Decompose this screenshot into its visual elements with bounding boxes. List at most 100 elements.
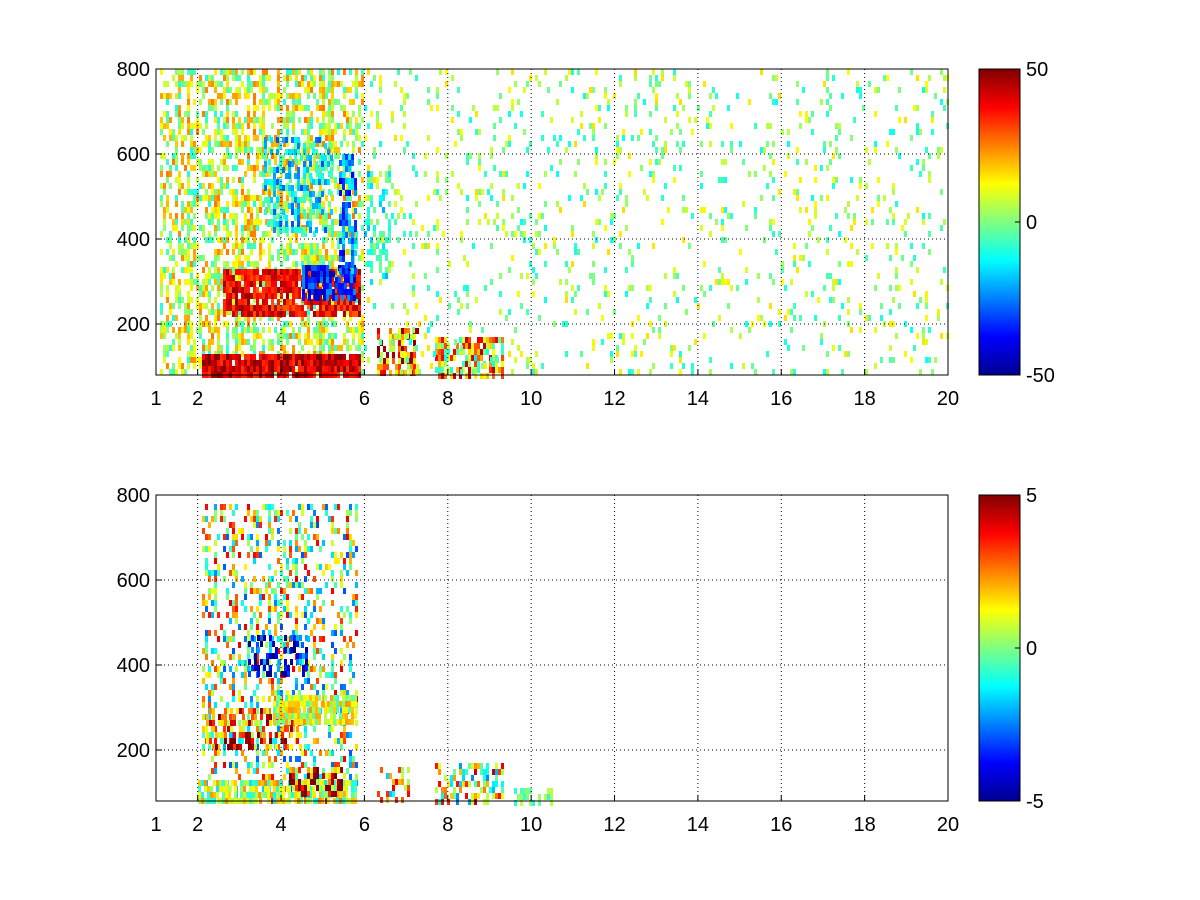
heatmap-cell <box>300 227 303 233</box>
heatmap-cell <box>805 207 808 213</box>
heatmap-cell <box>250 762 253 768</box>
heatmap-cell <box>373 231 376 237</box>
heatmap-cell <box>211 588 214 594</box>
heatmap-cell <box>181 369 184 375</box>
heatmap-cell <box>241 237 244 243</box>
heatmap-cell <box>262 135 265 141</box>
heatmap-cell <box>382 231 385 237</box>
heatmap-cell <box>232 510 235 516</box>
heatmap-cell <box>406 333 409 339</box>
heatmap-cell <box>294 197 297 203</box>
heatmap-cell <box>277 744 280 750</box>
heatmap-cell <box>305 277 308 283</box>
heatmap-cell <box>283 552 286 558</box>
heatmap-cell <box>433 351 436 357</box>
heatmap-cell <box>544 243 547 249</box>
heatmap-cell <box>353 277 356 283</box>
heatmap-cell <box>233 714 236 720</box>
heatmap-cell <box>271 93 274 99</box>
heatmap-cell <box>502 147 505 153</box>
heatmap-cell <box>238 333 241 339</box>
heatmap-cell <box>166 141 169 147</box>
heatmap-cell <box>495 337 498 343</box>
heatmap-cell <box>214 738 217 744</box>
heatmap-cell <box>361 225 364 231</box>
heatmap-cell <box>169 279 172 285</box>
heatmap-cell <box>303 143 306 149</box>
heatmap-cell <box>226 309 229 315</box>
heatmap-cell <box>226 135 229 141</box>
heatmap-cell <box>403 303 406 309</box>
heatmap-cell <box>616 351 619 357</box>
heatmap-cell <box>256 624 259 630</box>
heatmap-cell <box>274 516 277 522</box>
heatmap-cell <box>316 534 319 540</box>
heatmap-cell <box>351 154 354 160</box>
heatmap-cell <box>474 349 477 355</box>
heatmap-cell <box>223 564 226 570</box>
heatmap-cell <box>748 327 751 333</box>
heatmap-cell <box>281 738 284 744</box>
heatmap-cell <box>238 690 241 696</box>
heatmap-cell <box>223 183 226 189</box>
heatmap-cell <box>274 275 277 281</box>
heatmap-cell <box>232 249 235 255</box>
heatmap-cell <box>279 161 282 167</box>
heatmap-cell <box>607 99 610 105</box>
heatmap-cell <box>568 195 571 201</box>
heatmap-cell <box>571 69 574 75</box>
heatmap-cell <box>325 249 328 255</box>
heatmap-cell <box>295 105 298 111</box>
heatmap-cell <box>202 516 205 522</box>
heatmap-cell <box>348 214 351 220</box>
heatmap-cell <box>256 165 259 171</box>
heatmap-cell <box>205 642 208 648</box>
heatmap-cell <box>262 141 265 147</box>
heatmap-cell <box>844 207 847 213</box>
heatmap-cell <box>160 285 163 291</box>
heatmap-cell <box>358 105 361 111</box>
heatmap-cell <box>217 117 220 123</box>
heatmap-cell <box>328 339 331 345</box>
heatmap-cell <box>232 117 235 123</box>
heatmap-cell <box>166 123 169 129</box>
heatmap-cell <box>199 225 202 231</box>
heatmap-cell <box>235 147 238 153</box>
heatmap-cell <box>625 201 628 207</box>
heatmap-cell <box>181 243 184 249</box>
heatmap-cell <box>760 147 763 153</box>
heatmap-cell <box>466 153 469 159</box>
heatmap-cell <box>474 343 477 349</box>
heatmap-cell <box>742 201 745 207</box>
heatmap-cell <box>562 321 565 327</box>
heatmap-cell <box>277 540 280 546</box>
heatmap-cell <box>583 183 586 189</box>
heatmap-cell <box>172 369 175 375</box>
heatmap-cell <box>241 159 244 165</box>
heatmap-cell <box>205 315 208 321</box>
heatmap-cell <box>922 165 925 171</box>
heatmap-cell <box>694 339 697 345</box>
heatmap-cell <box>940 279 943 285</box>
heatmap-cell <box>247 237 250 243</box>
heatmap-cell <box>242 732 245 738</box>
heatmap-cell <box>298 528 301 534</box>
heatmap-cell <box>283 117 286 123</box>
heatmap-cell <box>386 358 389 364</box>
heatmap-cell <box>262 237 265 243</box>
heatmap-cell <box>328 672 331 678</box>
heatmap-cell <box>351 250 354 256</box>
heatmap-cell <box>199 357 202 363</box>
heatmap-cell <box>331 684 334 690</box>
heatmap-cell <box>247 123 250 129</box>
heatmap-cell <box>280 297 283 303</box>
heatmap-cell <box>291 695 294 701</box>
heatmap-cell <box>337 504 340 510</box>
heatmap-cell <box>334 123 337 129</box>
heatmap-cell <box>295 261 298 267</box>
heatmap-cell <box>253 612 256 618</box>
heatmap-cell <box>274 510 277 516</box>
heatmap-cell <box>229 309 232 315</box>
heatmap-cell <box>787 153 790 159</box>
heatmap-cell <box>244 339 247 345</box>
